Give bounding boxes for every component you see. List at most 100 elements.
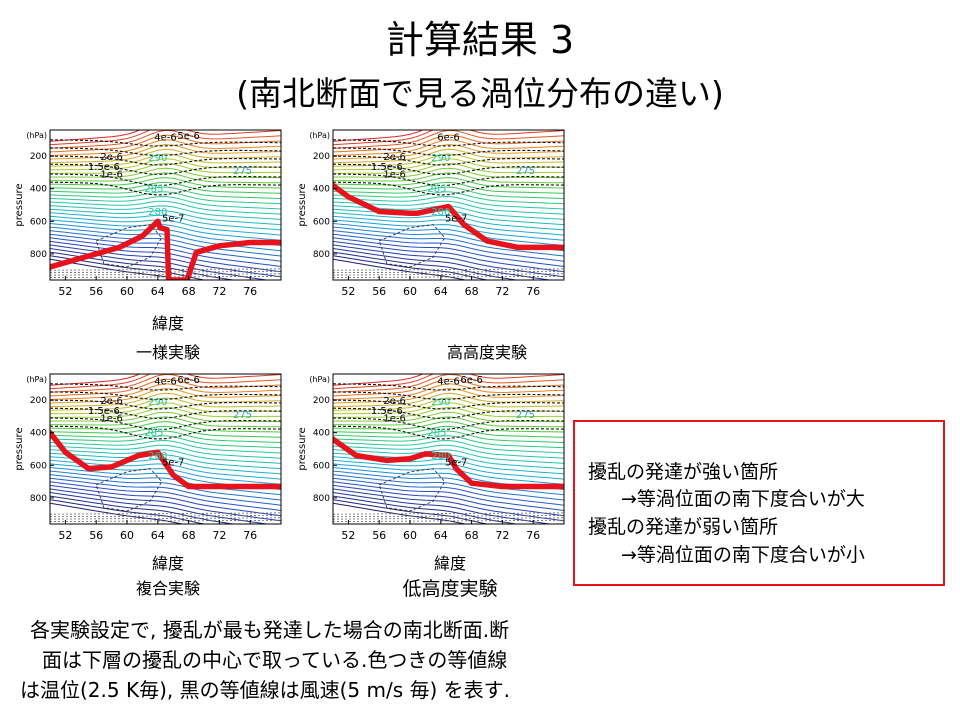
chart-3-xtick-label: 64	[434, 529, 448, 542]
chart-0-surface-line	[50, 273, 281, 276]
chart-0-ytick-label: 400	[30, 185, 47, 195]
chart-0-theta-line	[50, 130, 281, 146]
chart-2-theta-line	[50, 397, 281, 411]
chart-2-ytick-label: 800	[30, 494, 47, 504]
chart-3-theta-line	[333, 374, 564, 390]
chart-3-xtick-label: 72	[495, 529, 509, 542]
chart-2-wind-line	[50, 391, 281, 401]
chart-0-wind-line	[50, 155, 281, 166]
chart-1-wind-loop	[378, 224, 446, 268]
chart-0-ytick-label: 800	[30, 250, 47, 260]
chart-0-theta-line	[50, 191, 281, 205]
chart-1-wind-line	[333, 147, 564, 157]
chart-3-wind-line	[333, 417, 564, 431]
chart-1-frame	[332, 129, 565, 281]
chart-1-theta-line	[333, 212, 564, 231]
chart-0-theta-line	[50, 130, 142, 142]
chart-2-theta-line	[50, 387, 281, 404]
chart-0-theta-line	[50, 172, 281, 184]
chart-2-theta-line	[50, 402, 281, 415]
chart-1-theta-line	[333, 219, 564, 241]
chart-1-wind-line	[333, 139, 564, 147]
chart-low-xlabel: 緯度	[433, 554, 466, 573]
chart-2-wind-label: 6e-6	[177, 375, 200, 386]
chart-3-theta-line	[333, 397, 564, 411]
slide-title: 計算結果 3	[385, 18, 575, 62]
chart-composite: 2e-6 1.5e-6 1e-6 5e-7 4e-6 6e-6 290 285 280 275 20…	[10, 368, 285, 553]
chart-1-theta-line	[333, 153, 564, 167]
chart-2-theta-line	[50, 383, 281, 400]
chart-3-ytick-label: 200	[313, 396, 330, 406]
chart-1-theta-line	[333, 158, 564, 171]
chart-2-theta-line	[50, 374, 142, 386]
chart-3-surface-line	[333, 512, 564, 515]
chart-3-theta-line	[333, 481, 564, 511]
chart-2-wind-line	[50, 417, 281, 431]
chart-0-xtick-label: 60	[120, 285, 134, 298]
chart-1-theta-line	[333, 162, 564, 174]
chart-0-theta-label: 275	[233, 166, 252, 177]
chart-0-frame	[49, 129, 282, 281]
chart-2-wind-label: 1.5e-6	[88, 406, 120, 417]
chart-0-theta-line	[50, 219, 281, 241]
chart-low: 2e-6 1.5e-6 1e-6 5e-7 4e-6 6e-6 290 285 280 275 20…	[293, 368, 568, 553]
chart-1-theta-line	[333, 148, 564, 164]
chart-1-theta-line	[333, 251, 520, 280]
chart-3-theta-line	[333, 383, 564, 400]
chart-1-surface-line	[333, 271, 564, 274]
chart-0-wind-line	[50, 147, 281, 157]
chart-3-theta-line	[333, 477, 564, 506]
chart-high-svg: 2e-61.5e-61e-6 5e-7 6e-6 290 285 280 275 200 400…	[297, 129, 565, 298]
chart-3-ytick-label: 400	[313, 429, 330, 439]
chart-0-theta-line	[50, 143, 281, 160]
chart-0-theta-line	[50, 212, 281, 231]
chart-1-theta-line	[333, 186, 564, 199]
chart-0-theta-line	[50, 158, 281, 171]
chart-2-surface-line	[50, 517, 281, 520]
chart-3-theta-line	[333, 430, 564, 443]
chart-2-theta-line	[50, 374, 281, 390]
chart-2-theta-line	[50, 392, 281, 408]
chart-3-theta-line	[333, 416, 564, 428]
chart-3-wind-line	[333, 407, 564, 419]
chart-3-wind-line	[333, 399, 564, 410]
chart-uniform-caption: 一様実験	[135, 343, 200, 362]
chart-2-theta-line	[50, 421, 281, 433]
chart-2-wind-label: 1e-6	[100, 413, 123, 424]
summary-strong-result: →等渦位面の南下度合いが大	[621, 488, 865, 510]
chart-2-wind-line	[50, 399, 281, 410]
chart-1-ytick-label: 400	[313, 185, 330, 195]
chart-2-theta-line	[50, 449, 281, 464]
chart-3-xtick-label: 76	[526, 529, 540, 542]
chart-3-theta-line	[333, 439, 564, 454]
chart-0-wind-label: 4e-6	[154, 133, 177, 144]
chart-1-theta-line	[333, 139, 564, 156]
chart-1-theta-line	[333, 240, 564, 273]
chart-1-surface-line	[333, 273, 564, 276]
chart-2-wind-label: 5e-7	[162, 457, 185, 468]
chart-0-wind-line	[50, 181, 281, 196]
chart-3-theta-line	[333, 435, 564, 449]
chart-2-theta-line	[50, 425, 281, 438]
chart-1-theta-line	[333, 130, 425, 142]
chart-3-wind-label: 6e-6	[460, 375, 483, 386]
chart-0-surface-line	[50, 268, 281, 271]
chart-2-xtick-label: 68	[182, 529, 196, 542]
chart-3-wind-line	[333, 391, 564, 401]
chart-1-theta-line	[333, 167, 564, 179]
chart-1-ytick-label: 800	[313, 250, 330, 260]
chart-3-theta-line	[333, 421, 564, 433]
chart-high: 2e-6 1.5e-6 1e-6 5e-7 6e-6 290 285 280 275 200 400…	[293, 124, 568, 309]
chart-0-ylabel: pressure	[14, 183, 25, 226]
chart-1-xtick-label: 52	[341, 285, 355, 298]
chart-2-wind-line	[50, 425, 281, 440]
chart-2-theta-line	[50, 474, 281, 501]
chart-0-theta-line	[50, 167, 281, 179]
chart-3-wind-label: 1e-6	[383, 413, 406, 424]
chart-3-theta-line	[333, 449, 564, 464]
chart-2-ytick-label: 400	[30, 429, 47, 439]
figure-caption-line2: 面は下層の擾乱の中心で取っている.色つきの等値線	[42, 648, 508, 672]
chart-3-theta-line	[333, 387, 564, 404]
figure-caption-line3: は温位(2.5 K毎), 黒の等値線は風速(5 m/s 毎) を表す.	[20, 678, 510, 702]
chart-3-theta-line	[333, 459, 564, 480]
